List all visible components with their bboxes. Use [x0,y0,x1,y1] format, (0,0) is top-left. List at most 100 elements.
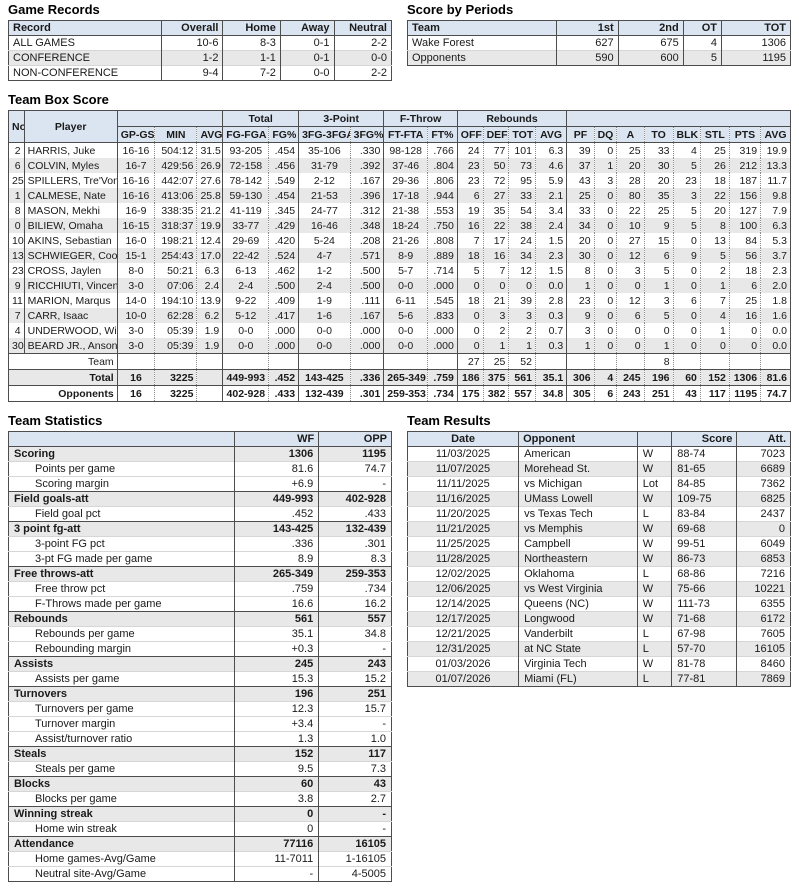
cell: +3.4 [233,716,319,732]
table-row: Points per game 81.6 74.7 [8,461,392,477]
cell: .454 [268,142,299,158]
cell: 72 [482,173,509,188]
cell: 16 [116,385,155,402]
cell: 4.6 [534,158,567,173]
cell: 6 [593,385,617,402]
cell: Rebounding margin [8,641,235,657]
cell: 9-22 [222,293,269,308]
cell: 413:06 [154,188,197,203]
cell: .167 [349,308,384,323]
cell: 4 [682,35,722,51]
cell: 0-0 [383,323,428,338]
cell: 16 [116,369,155,386]
cell: 6172 [736,611,791,627]
cell: 11/03/2025 [407,446,519,462]
cell: 0 [593,323,617,338]
cell: 0-0 [298,323,351,338]
cell: 12/14/2025 [407,596,519,612]
cell: .553 [427,203,458,218]
cell: 12/06/2025 [407,581,519,597]
cell: 6 [14,159,21,172]
cell: 6355 [736,596,791,612]
cell: 16 [482,248,509,263]
column-header: OT [682,20,722,36]
cell: 16-16 [116,142,155,158]
table-row: Home win streak 0- [8,821,392,837]
cell: 0 [616,278,645,293]
cell: .336 [233,536,319,552]
cell: 2.4 [534,218,567,233]
cell: 212 [728,158,761,173]
cell: 5-7 [383,263,428,278]
cell: 99-51 [671,536,737,552]
cell: 3-point FG pct [8,536,235,552]
cell: .734 [318,581,392,597]
column-header: Date [407,431,519,447]
table-row: Opponents 16 3225 402-928.433 132-439.301 259… [8,385,791,402]
cell: 1-2 [298,263,351,278]
cell: SPILLERS, Tre'Von [23,173,118,188]
cell: .301 [318,536,392,552]
cell: 59-130 [222,188,269,203]
column-header: TOT [721,20,791,36]
cell: 6853 [736,551,791,567]
cell: 52 [508,353,536,370]
cell: 4-7 [298,248,351,263]
cell: 402-928 [318,491,392,507]
cell: 0 [456,278,484,293]
cell: 0.3 [534,338,567,354]
table-row: Rebounds 561 557 [8,611,392,627]
cell: 0 [736,521,791,537]
cell: 2 [508,323,536,338]
cell: 30 [643,158,674,173]
cell: .111 [349,293,384,308]
cell: 7.3 [318,761,392,777]
cell: 31-79 [298,158,351,173]
group-header-3point: 3-Point [298,110,384,127]
cell: W [636,611,672,627]
cell: W [636,461,672,477]
cell: 33 [508,188,536,203]
cell: .000 [268,323,299,338]
cell: 17.0 [196,248,223,263]
cell: Turnovers [8,686,235,702]
cell: 4 [699,308,730,323]
cell: .000 [427,278,458,293]
column-header [8,431,235,447]
cell: Rebounds [8,611,235,627]
cell: 265-349 [233,566,319,582]
cell: 1306 [721,35,791,51]
cell: 1.9 [196,323,223,338]
cell: Oklahoma [518,566,638,582]
cell: 5-12 [222,308,269,323]
table-row: 12/31/2025 at NC State L 57-70 16105 [407,641,791,657]
score-by-periods-title: Score by Periods [407,2,514,17]
cell: 19.9 [760,142,791,158]
cell: 27 [456,353,484,370]
cell: 50 [482,158,509,173]
cell: 26.9 [196,158,223,173]
cell: .345 [268,203,299,218]
cell: 22 [482,218,509,233]
table-row: Free throw pct .759.734 [8,581,392,597]
cell: .549 [268,173,299,188]
cell: 6 [672,293,701,308]
cell [728,353,761,370]
cell: 7 [456,233,484,248]
table-row: 3-point FG pct .336.301 [8,536,392,552]
cell: Assist/turnover ratio [8,731,235,747]
cell: 9-4 [161,65,223,81]
cell: .571 [349,248,384,263]
cell: Wake Forest [407,35,557,51]
cell: L [636,506,672,522]
cell: 25 [699,142,730,158]
cell: 86-73 [671,551,737,567]
cell: 10-0 [116,308,155,323]
column-header: 2nd [617,20,684,36]
cell: 33-77 [222,218,269,233]
cell: 29-69 [222,233,269,248]
cell: 33 [566,203,595,218]
cell: Turnovers per game [8,701,235,717]
cell [616,353,645,370]
cell: 8 [699,218,730,233]
